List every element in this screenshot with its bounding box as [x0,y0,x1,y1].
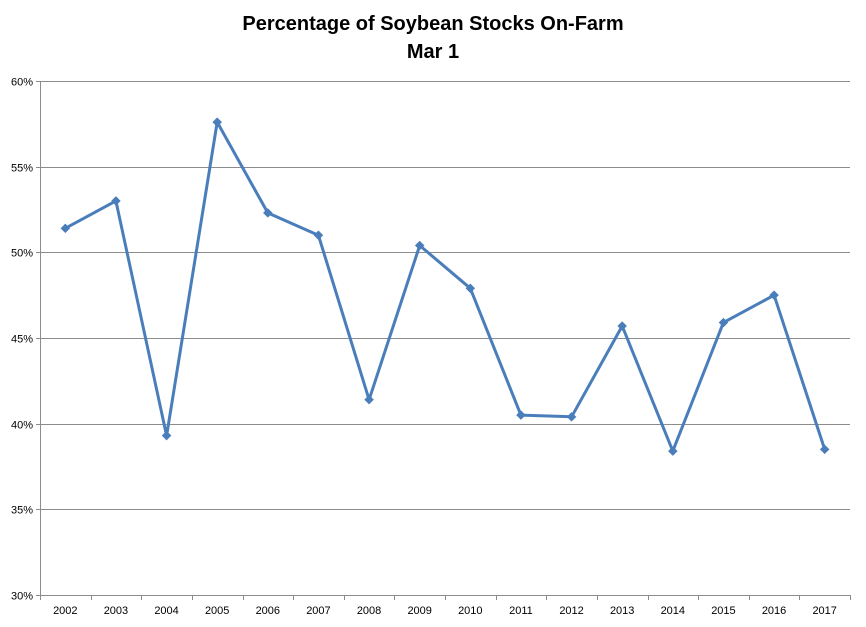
y-tick-label: 35% [11,505,33,517]
data-point-marker [617,321,628,331]
x-tick-label: 2005 [205,605,229,617]
data-point-marker [111,196,121,206]
y-tick-label: 30% [11,591,33,603]
data-point-marker [566,411,577,422]
x-tick-label: 2017 [812,605,836,617]
data-point-marker [313,230,324,241]
x-tick-label: 2008 [357,605,381,617]
x-tick-label: 2009 [407,605,431,617]
data-point-marker [414,240,425,251]
y-tick-label: 50% [11,248,33,260]
x-tick-label: 2004 [154,605,178,617]
x-tick-label: 2015 [711,605,735,617]
data-point-marker [718,317,729,328]
data-point-marker [769,290,779,301]
x-axis-ticks: 2002 2003 2004 2005 2006 2007 2008 2009 2010 2011… [40,595,851,617]
x-tick-label: 2016 [762,605,786,617]
data-point-marker [262,208,273,218]
x-tick-label: 2014 [661,605,685,617]
gridlines [40,81,850,510]
y-tick-label: 40% [11,420,33,432]
y-tick-label: 55% [11,163,33,175]
data-point-marker [364,394,374,405]
data-point-marker [516,410,526,420]
x-tick-label: 2011 [509,605,533,617]
data-point-marker [667,446,678,456]
x-tick-label: 2012 [559,605,583,617]
y-tick-label: 60% [11,77,33,89]
x-tick-label: 2013 [610,605,634,617]
chart-title: Percentage of Soybean Stocks On-Farm [242,13,624,35]
data-point-marker [212,117,223,127]
x-tick-label: 2002 [53,605,77,617]
data-point-marker [819,444,830,455]
chart-subtitle: Mar 1 [406,41,460,63]
data-point-marker [465,283,476,294]
x-tick-label: 2003 [104,605,128,617]
series-layer [60,117,830,456]
data-point-marker [60,223,71,234]
y-axis-ticks: 30% 35% 40% 45% 50% 55% 60% [11,77,40,603]
y-tick-label: 45% [11,334,33,346]
data-point-marker [161,430,172,441]
x-tick-label: 2006 [256,605,280,617]
x-tick-label: 2010 [458,605,482,617]
series-line [63,120,827,453]
x-tick-label: 2007 [306,605,330,617]
